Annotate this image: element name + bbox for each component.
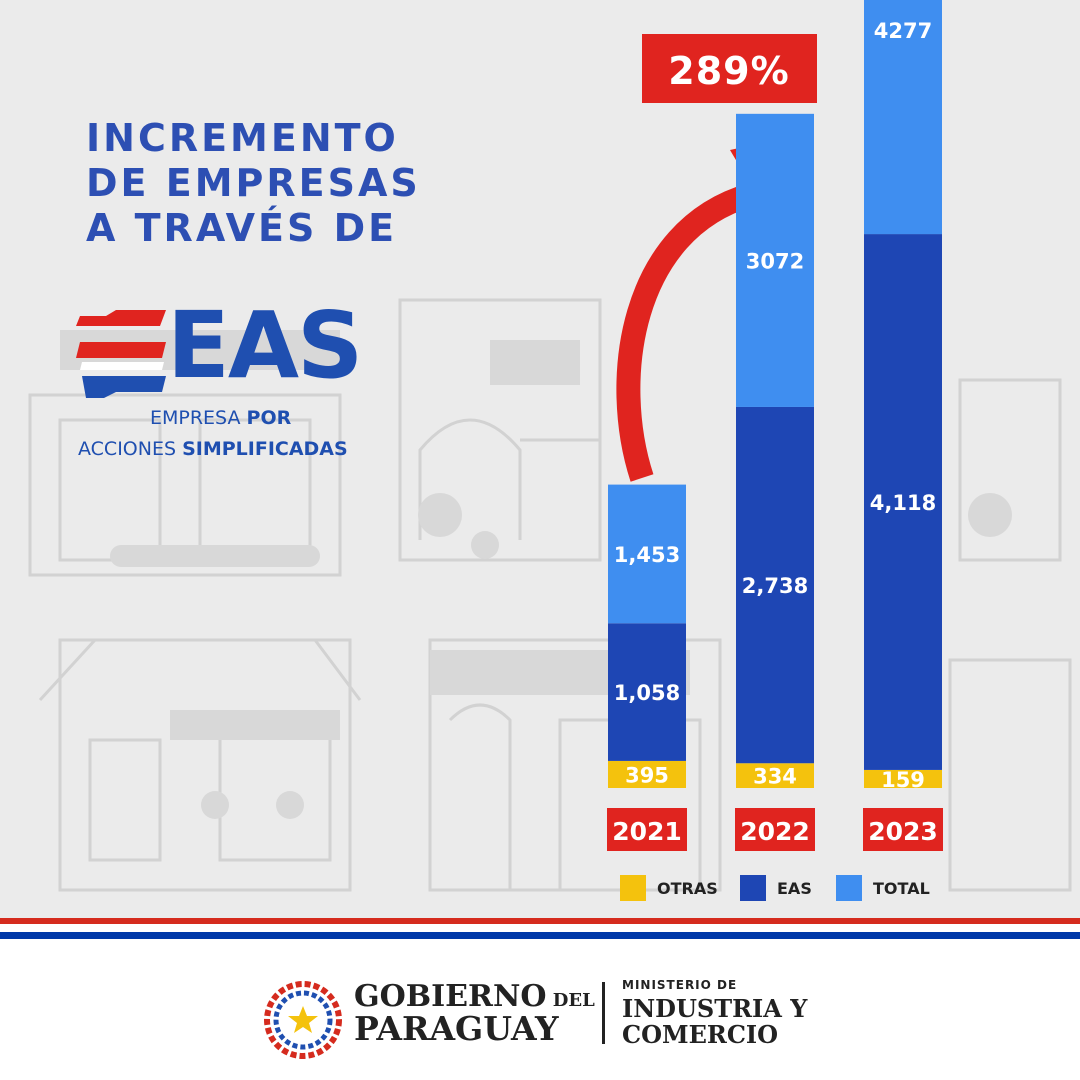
eas-logo-stripes	[76, 310, 166, 398]
legend-swatch-otras	[620, 875, 646, 901]
value-label-otras-2023: 159	[881, 768, 925, 792]
bar-total-2022	[736, 113, 814, 407]
bar-total-2023	[864, 0, 942, 235]
footer-divider	[602, 982, 605, 1044]
flag-band	[0, 918, 1080, 942]
ministry-line3: COMERCIO	[622, 1020, 779, 1049]
eas-subtitle-line1: EMPRESA POR	[150, 407, 292, 429]
eas-subtitle-line2: ACCIONES SIMPLIFICADAS	[78, 438, 348, 460]
bar-otras-2021	[608, 760, 686, 788]
ministry-line1: MINISTERIO DE	[622, 978, 738, 992]
year-label-2022: 2022	[740, 817, 810, 846]
year-label-2023: 2023	[868, 817, 938, 846]
year-label-2021: 2021	[612, 817, 682, 846]
year-badge-2021	[607, 808, 687, 851]
gov-title-line2: PARAGUAY	[354, 1009, 559, 1048]
stacked-bar-chart: 289% 395 1,058 1,453 2021 334 2,738 3072 2022 15…	[607, 0, 943, 901]
value-label-total-2023: 4277	[874, 19, 932, 43]
bar-otras-2023	[864, 769, 942, 788]
value-label-eas-2021: 1,058	[614, 681, 680, 705]
legend-label-total: TOTAL	[873, 879, 930, 898]
legend-swatch-eas	[740, 875, 766, 901]
legend-label-otras: OTRAS	[657, 879, 718, 898]
national-seal-icon	[264, 981, 342, 1059]
flag-blue-stripe	[0, 932, 1080, 939]
ministry-line2: INDUSTRIA Y	[622, 994, 808, 1023]
bar-total-2021	[608, 484, 686, 624]
title-line-1: INCREMENTO	[86, 116, 399, 160]
bar-eas-2021	[608, 623, 686, 761]
year-badge-2022	[735, 808, 815, 851]
storefront-sketch	[28, 298, 1072, 892]
year-badge-2023	[863, 808, 943, 851]
percent-badge	[642, 34, 817, 103]
gov-title-line1: GOBIERNO DEL	[354, 979, 595, 1014]
growth-arrow	[616, 183, 754, 482]
eas-logo-word: EAS	[167, 292, 363, 399]
footer	[0, 942, 1080, 1080]
legend-swatch-total	[836, 875, 862, 901]
value-label-eas-2023: 4,118	[870, 491, 936, 515]
value-label-eas-2022: 2,738	[742, 574, 808, 598]
value-label-total-2022: 3072	[746, 249, 804, 273]
bar-otras-2022	[736, 763, 814, 788]
value-label-otras-2021: 395	[625, 763, 669, 787]
bar-eas-2023	[864, 234, 942, 770]
flag-red-stripe	[0, 918, 1080, 924]
value-label-total-2021: 1,453	[614, 543, 680, 567]
title-line-3: A TRAVÉS DE	[86, 206, 398, 250]
title-line-2: DE EMPRESAS	[86, 161, 421, 205]
value-label-otras-2022: 334	[753, 765, 797, 789]
bar-eas-2022	[736, 406, 814, 764]
percent-annotation: 289%	[668, 49, 789, 93]
legend-label-eas: EAS	[777, 879, 812, 898]
